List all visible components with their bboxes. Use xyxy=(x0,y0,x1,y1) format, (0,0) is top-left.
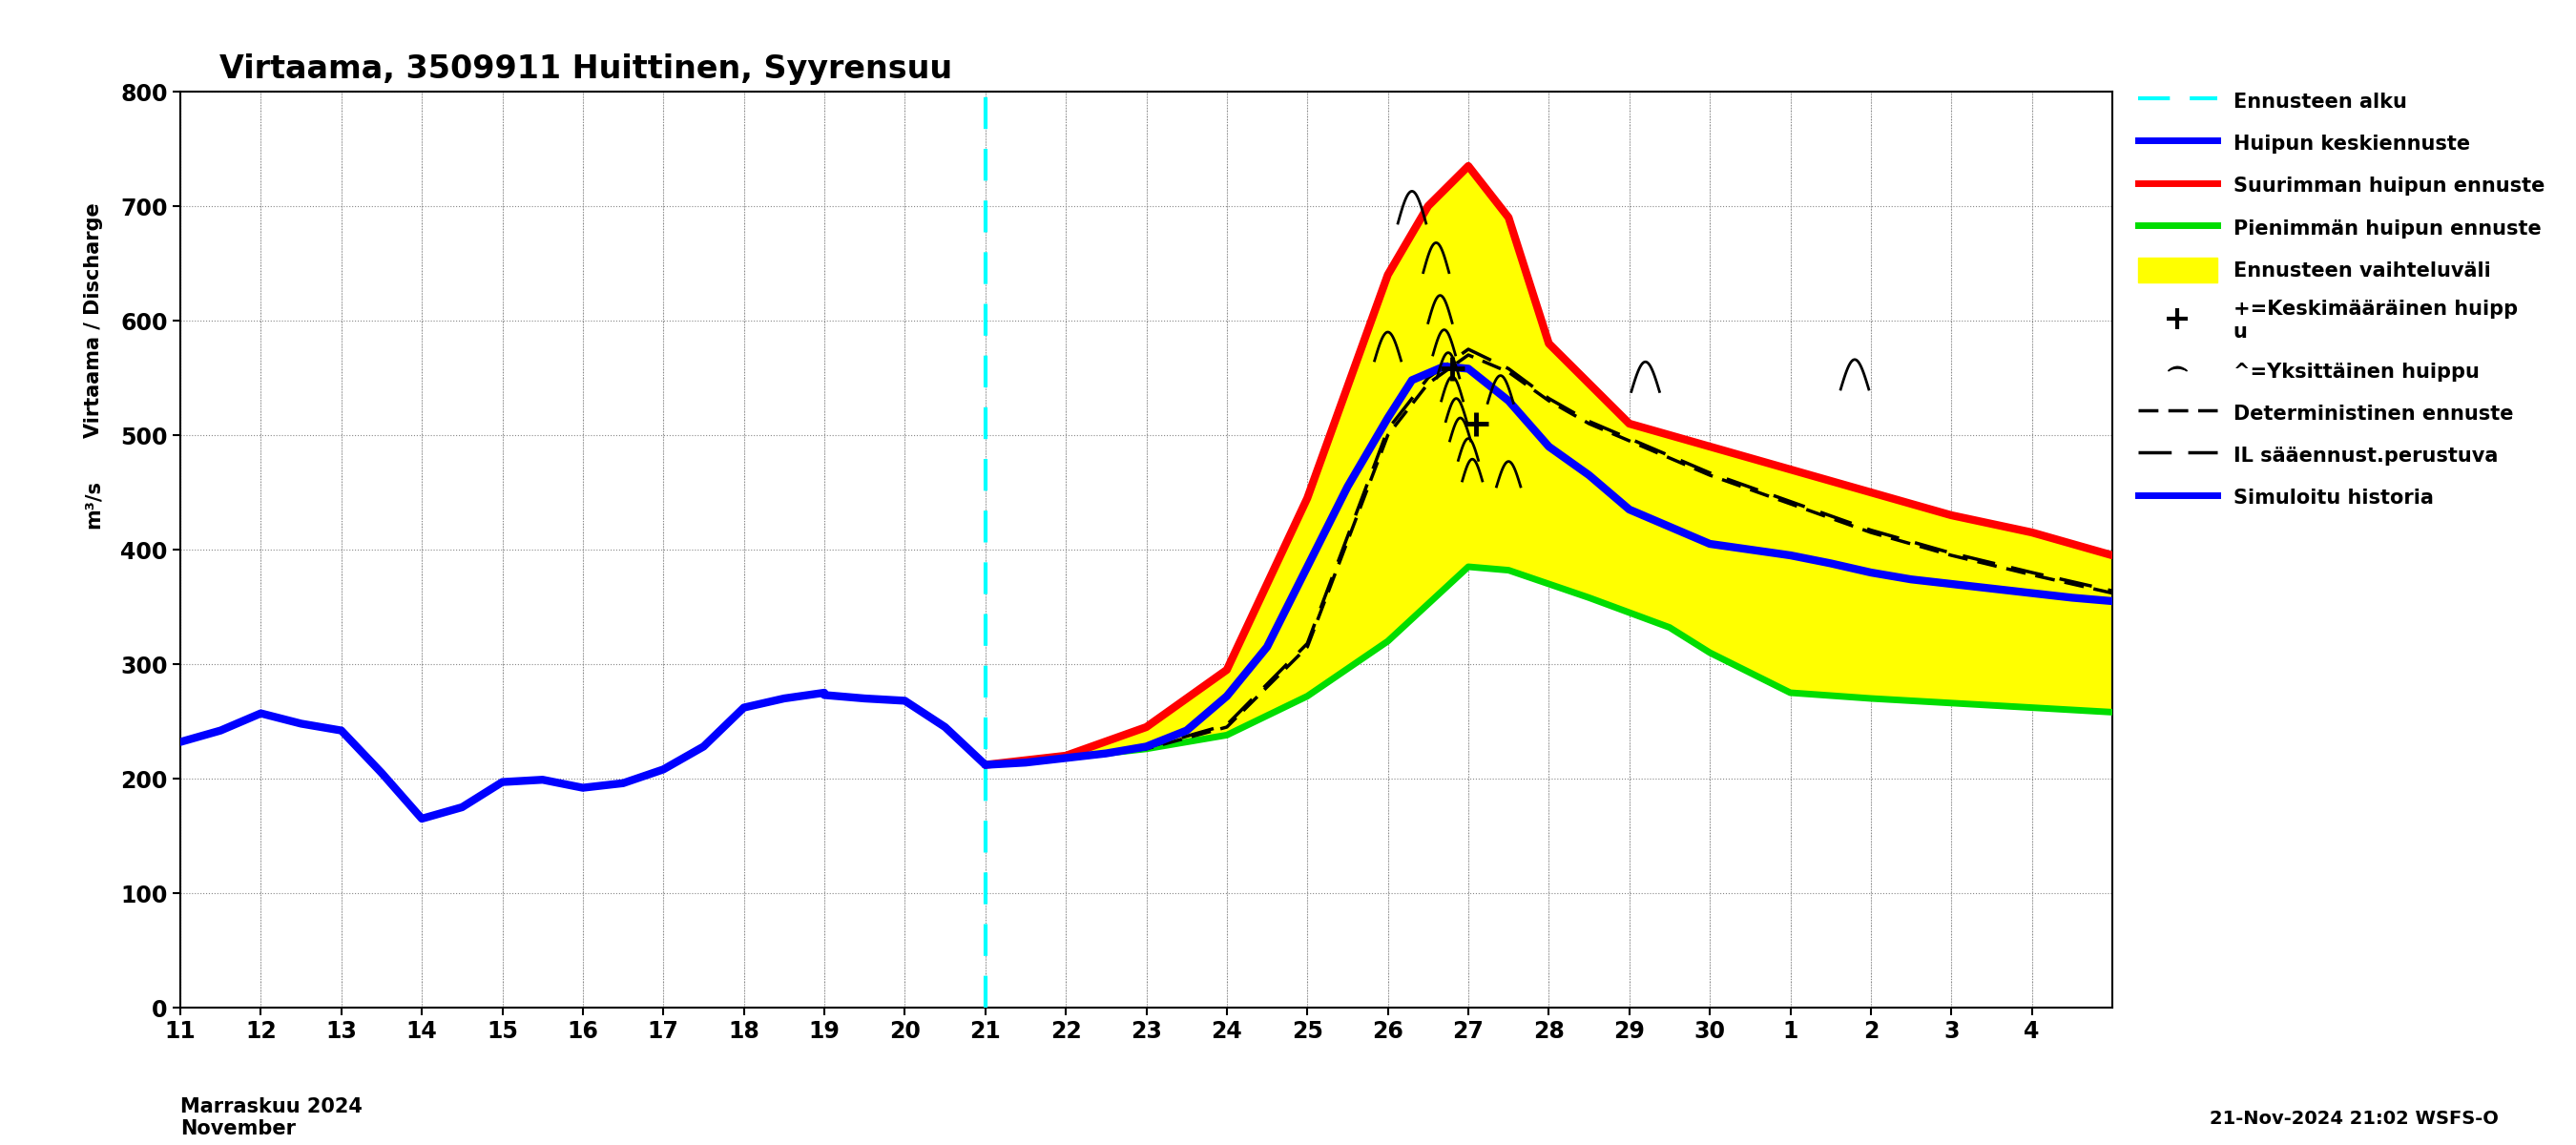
Text: m³/s: m³/s xyxy=(85,480,103,528)
Text: Virtaama / Discharge: Virtaama / Discharge xyxy=(85,203,103,439)
Legend: Ennusteen alku, Huipun keskiennuste, Suurimman huipun ennuste, Pienimmän huipun : Ennusteen alku, Huipun keskiennuste, Suu… xyxy=(2133,84,2550,515)
Text: 21-Nov-2024 21:02 WSFS-O: 21-Nov-2024 21:02 WSFS-O xyxy=(2210,1110,2499,1128)
Text: Marraskuu 2024
November: Marraskuu 2024 November xyxy=(180,1097,363,1138)
Text: Virtaama, 3509911 Huittinen, Syyrensuu: Virtaama, 3509911 Huittinen, Syyrensuu xyxy=(219,54,951,85)
